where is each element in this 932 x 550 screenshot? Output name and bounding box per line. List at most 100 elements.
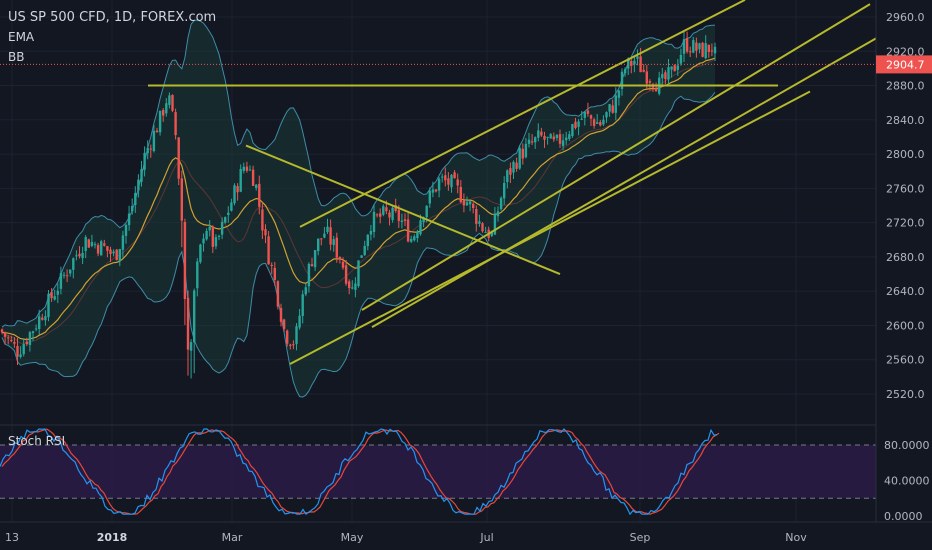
candle	[623, 67, 627, 77]
candle-body	[298, 315, 301, 328]
candle	[661, 67, 664, 87]
candle-body	[143, 152, 146, 170]
candle-body	[230, 202, 233, 211]
candle	[444, 167, 447, 187]
candle-body	[227, 212, 230, 215]
candle	[193, 288, 196, 374]
candle-body	[639, 56, 642, 73]
candle	[465, 196, 469, 207]
candle-body	[571, 124, 574, 137]
candle-body	[220, 221, 224, 235]
candle	[189, 339, 193, 379]
candle	[255, 183, 258, 191]
candle-body	[307, 263, 311, 287]
candle	[313, 250, 317, 272]
candle-body	[96, 244, 100, 254]
candle	[620, 68, 624, 96]
candle	[707, 44, 710, 58]
candle	[642, 64, 645, 73]
candle	[19, 346, 22, 359]
candle-body	[580, 118, 583, 120]
candle-body	[654, 88, 658, 92]
candle-body	[369, 230, 373, 235]
candle	[53, 289, 56, 301]
candle-body	[574, 121, 577, 128]
candle	[639, 47, 642, 73]
candle	[583, 111, 586, 126]
candle-body	[695, 42, 698, 51]
candle	[357, 260, 360, 288]
stoch-band-fill	[0, 445, 876, 499]
candle	[462, 193, 466, 213]
candle-body	[512, 161, 515, 173]
candle-body	[605, 112, 608, 118]
bollinger-upper-band	[1, 19, 715, 328]
candle-body	[134, 192, 137, 206]
candle	[704, 35, 707, 60]
price-tick-label: 2640.0	[886, 285, 925, 298]
stoch-rsi-label[interactable]: Stoch RSI	[8, 434, 66, 448]
candle-body	[496, 211, 500, 217]
candle	[168, 92, 171, 109]
price-tick-label: 2600.0	[886, 319, 925, 332]
stoch-tick-label: 0.0000	[884, 510, 923, 523]
candle-body	[258, 183, 261, 207]
candle-body	[205, 230, 208, 240]
candle-body	[270, 264, 273, 267]
candle	[363, 240, 366, 256]
candle	[344, 259, 348, 286]
candle-body	[382, 206, 385, 215]
candle-body	[447, 178, 450, 185]
candle-body	[707, 44, 710, 52]
candle-body	[155, 130, 159, 133]
candle-body	[236, 186, 239, 193]
candle-body	[162, 110, 165, 116]
candle-body	[295, 326, 298, 344]
candle	[555, 134, 559, 141]
candle-body	[93, 244, 97, 246]
candle	[7, 334, 10, 345]
candle-body	[648, 81, 652, 83]
indicator-ema-label[interactable]: EMA	[8, 30, 35, 44]
price-tick-label: 2800.0	[886, 148, 925, 161]
candle	[214, 234, 218, 250]
candle	[667, 59, 670, 85]
candle	[286, 329, 289, 347]
time-tick-label: Jul	[479, 531, 493, 544]
candle-body	[13, 341, 16, 344]
candle	[146, 140, 149, 160]
candle	[220, 217, 224, 240]
candle-body	[388, 212, 391, 218]
candle-body	[614, 95, 617, 113]
candle-body	[149, 148, 152, 150]
candle	[543, 131, 546, 148]
indicator-bb-label[interactable]: BB	[8, 50, 25, 64]
candle-body	[196, 261, 199, 289]
candle	[298, 308, 301, 330]
price-tick-label: 2720.0	[886, 217, 925, 230]
candle	[28, 330, 32, 352]
candle-body	[202, 238, 205, 244]
candle	[75, 250, 78, 261]
candle-body	[468, 201, 472, 205]
candle-body	[326, 226, 329, 233]
candle-body	[10, 339, 13, 341]
candle	[0, 328, 4, 335]
candle-body	[534, 137, 537, 143]
candle	[611, 99, 614, 114]
candle-body	[713, 46, 717, 54]
candle	[282, 318, 286, 332]
candle-body	[158, 110, 162, 133]
candle	[264, 224, 267, 244]
candle-body	[620, 71, 624, 89]
candle-body	[348, 281, 351, 289]
candle	[137, 174, 140, 198]
candle-body	[549, 134, 552, 139]
candle	[670, 66, 673, 78]
candle-body	[444, 175, 447, 181]
candle-body	[168, 95, 171, 105]
candle-body	[499, 197, 503, 210]
candle-body	[84, 237, 87, 251]
candle-body	[555, 134, 559, 139]
